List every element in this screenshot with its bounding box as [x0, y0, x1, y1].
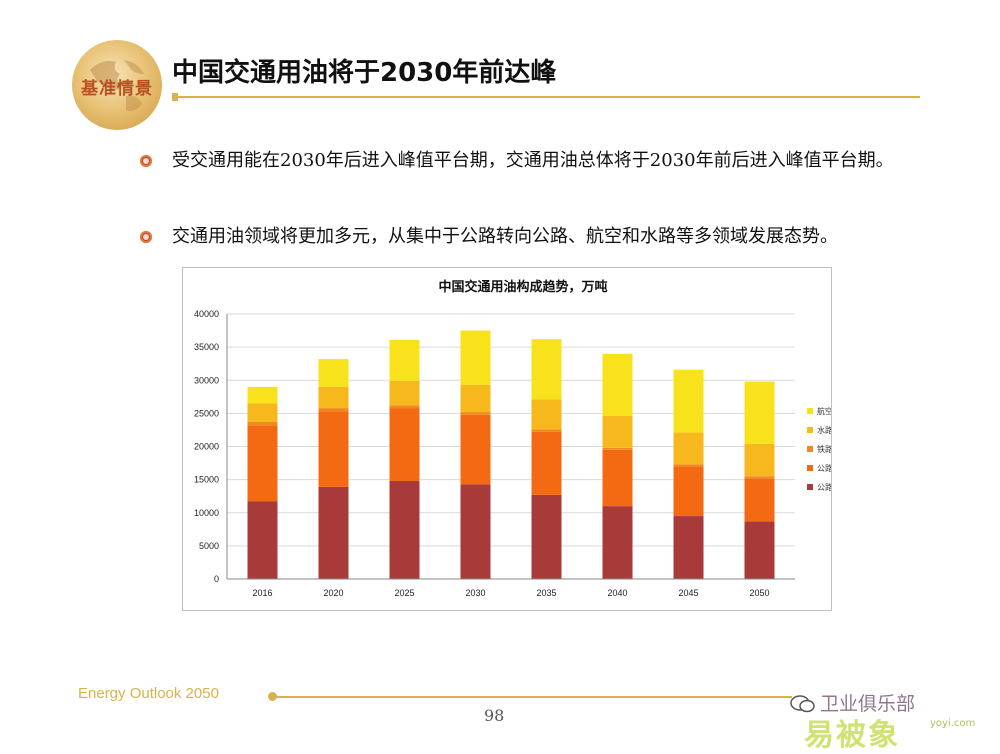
bar-segment	[531, 399, 562, 430]
watermark-text: 卫业俱乐部	[820, 693, 916, 715]
bar-segment	[531, 431, 562, 495]
x-tick-label: 2020	[323, 588, 343, 598]
stacked-bar-chart: 中国交通用油构成趋势，万吨 0 5000 10000 15000 20000 25000 3…	[194, 279, 831, 598]
bar-segment	[673, 369, 704, 433]
bar-segment	[602, 353, 633, 417]
bar-segment	[247, 403, 278, 422]
legend-swatch	[807, 446, 813, 452]
y-tick-label: 30000	[194, 375, 219, 385]
y-tick-label: 35000	[194, 342, 219, 352]
x-tick-label: 2050	[749, 588, 769, 598]
bar-segment	[247, 425, 278, 502]
x-tick-label: 2045	[678, 588, 698, 598]
bar-segment	[460, 384, 491, 413]
y-tick-label: 20000	[194, 442, 219, 452]
y-tick-label: 15000	[194, 475, 219, 485]
bullet-text-2: 交通用油领域将更加多元，从集中于公路转向公路、航空和水路等多领域发展态势。	[172, 226, 838, 247]
y-tick-label: 40000	[194, 309, 219, 319]
page-number: 98	[484, 706, 505, 725]
bar-segment	[744, 521, 775, 579]
wechat-icon	[790, 695, 815, 713]
bar-segment	[389, 405, 420, 409]
bar-segment	[460, 414, 491, 485]
bar-segment	[531, 339, 562, 400]
bar-segment	[318, 359, 349, 387]
y-tick-label: 5000	[199, 541, 219, 551]
y-tick-label: 0	[214, 574, 219, 584]
bar-segment	[744, 443, 775, 477]
bar-segment	[247, 386, 278, 404]
bar-segment	[318, 411, 349, 487]
bullet-text-1: 受交通用能在2030年后进入峰值平台期，交通用油总体将于2030年前后进入峰值平…	[172, 150, 894, 171]
legend-label: 铁路-柴油	[817, 444, 831, 454]
x-tick-label: 2035	[536, 588, 556, 598]
bar-segment	[673, 432, 704, 465]
legend-swatch	[807, 484, 813, 490]
title-divider	[172, 96, 920, 98]
bar-segment	[531, 494, 562, 579]
chart-panel: 中国交通用油构成趋势，万吨 0 5000 10000 15000 20000 25000 3…	[182, 267, 832, 611]
bar-segment	[247, 501, 278, 579]
bar-segment	[460, 330, 491, 385]
bar-segment	[389, 480, 420, 579]
bar-segment	[602, 416, 633, 448]
y-tick-label: 25000	[194, 408, 219, 418]
bar-segment	[602, 447, 633, 450]
bullet-icon	[140, 155, 152, 167]
bar-segment	[744, 381, 775, 444]
bar-segment	[389, 339, 420, 381]
globe-icon	[90, 60, 144, 112]
bar-segment	[460, 484, 491, 579]
legend-swatch	[807, 427, 813, 433]
x-tick-label: 2040	[607, 588, 627, 598]
logo: 基准情景	[72, 40, 162, 130]
legend-label: 航空-煤油	[817, 406, 831, 416]
legend-label: 公路-柴油	[817, 463, 831, 473]
bar-segment	[460, 412, 491, 415]
chart-title: 中国交通用油构成趋势，万吨	[438, 279, 607, 295]
watermark-brand: 易被象	[804, 718, 900, 753]
bar-segment	[318, 386, 349, 409]
legend-label: 公路-汽油	[817, 482, 831, 492]
legend-swatch	[807, 465, 813, 471]
bar-segment	[744, 476, 775, 479]
footer-brand-text: Energy Outlook 2050	[78, 685, 219, 702]
x-tick-label: 2030	[465, 588, 485, 598]
x-tick-label: 2025	[394, 588, 414, 598]
logo-text: 基准情景	[81, 79, 153, 99]
bar-segment	[673, 516, 704, 579]
footer-divider	[272, 696, 792, 698]
bar-segment	[318, 486, 349, 579]
bar-segment	[318, 408, 349, 412]
bar-segment	[602, 449, 633, 507]
bar-segment	[744, 478, 775, 522]
bar-segment	[602, 506, 633, 579]
bar-segment	[673, 464, 704, 467]
watermark-url: yoyi.com	[930, 718, 976, 729]
bar-segment	[389, 408, 420, 481]
title-divider-cap	[172, 93, 178, 101]
bar-segment	[247, 421, 278, 426]
bar-segment	[673, 466, 704, 517]
legend-swatch	[807, 408, 813, 414]
legend-label: 水路-油品	[817, 425, 831, 435]
bar-segment	[389, 380, 420, 406]
page-title: 中国交通用油将于2030年前达峰	[172, 58, 557, 88]
x-tick-label: 2016	[252, 588, 272, 598]
y-tick-label: 10000	[194, 508, 219, 518]
bullet-icon	[140, 231, 152, 243]
bar-segment	[531, 429, 562, 432]
